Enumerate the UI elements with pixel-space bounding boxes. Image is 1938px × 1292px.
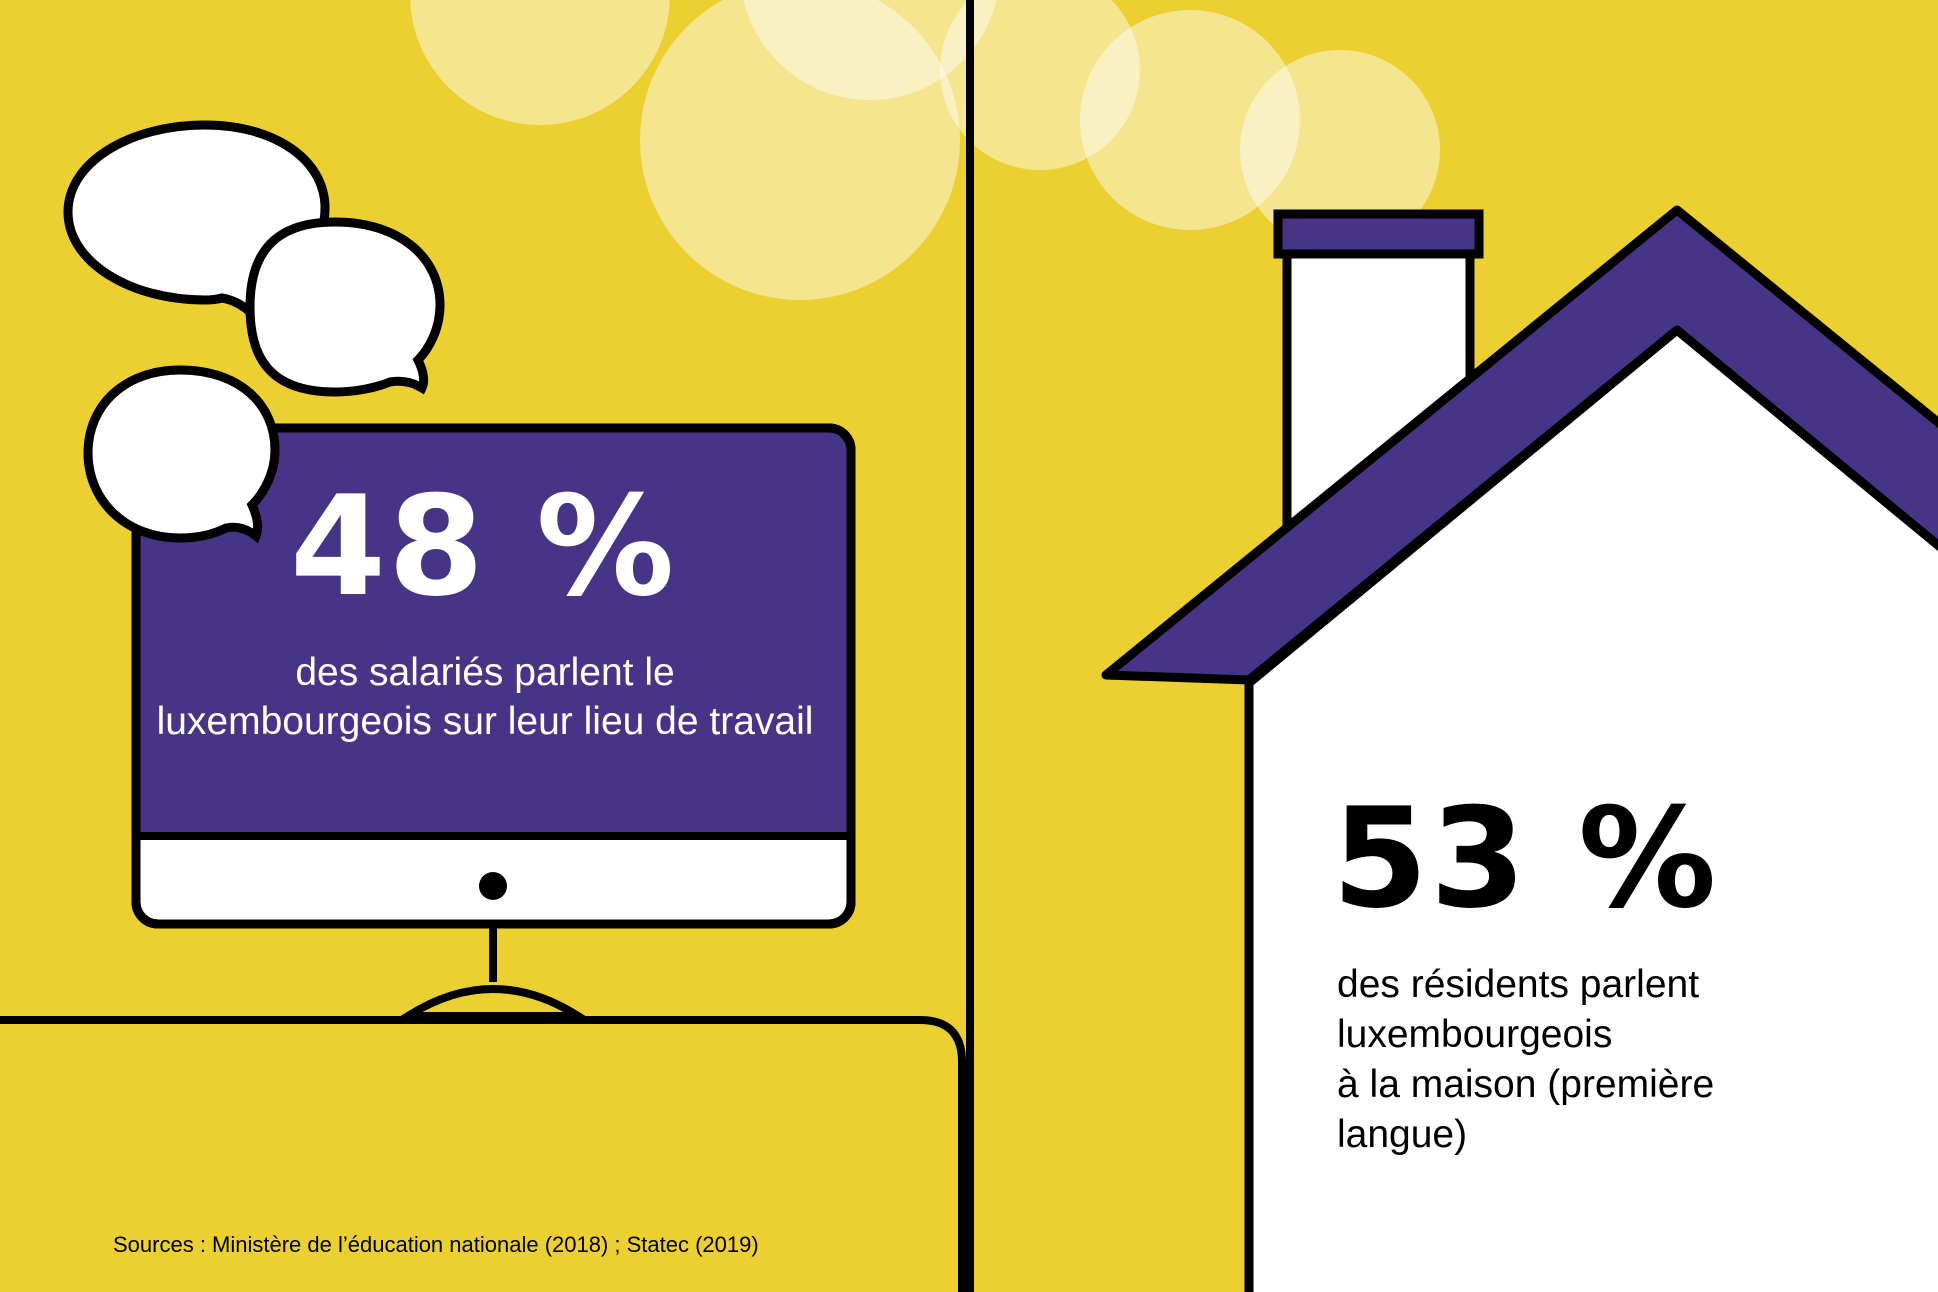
percentage-workplace: 48 %	[290, 466, 677, 627]
percentage-home: 53 %	[1332, 778, 1719, 939]
speech-bubble-icon	[63, 120, 445, 544]
desk	[0, 1016, 966, 1292]
chimney-smoke-icon	[410, 0, 1440, 300]
description-workplace: des salariés parlent le luxembourgeois s…	[156, 651, 814, 743]
computer-monitor-icon	[131, 423, 856, 1020]
sources-footnote: Sources : Ministère de l’éducation natio…	[113, 1232, 759, 1257]
description-home: des résidents parlent luxembourgeois à l…	[1337, 963, 1715, 1156]
house-icon	[1101, 205, 1938, 1292]
